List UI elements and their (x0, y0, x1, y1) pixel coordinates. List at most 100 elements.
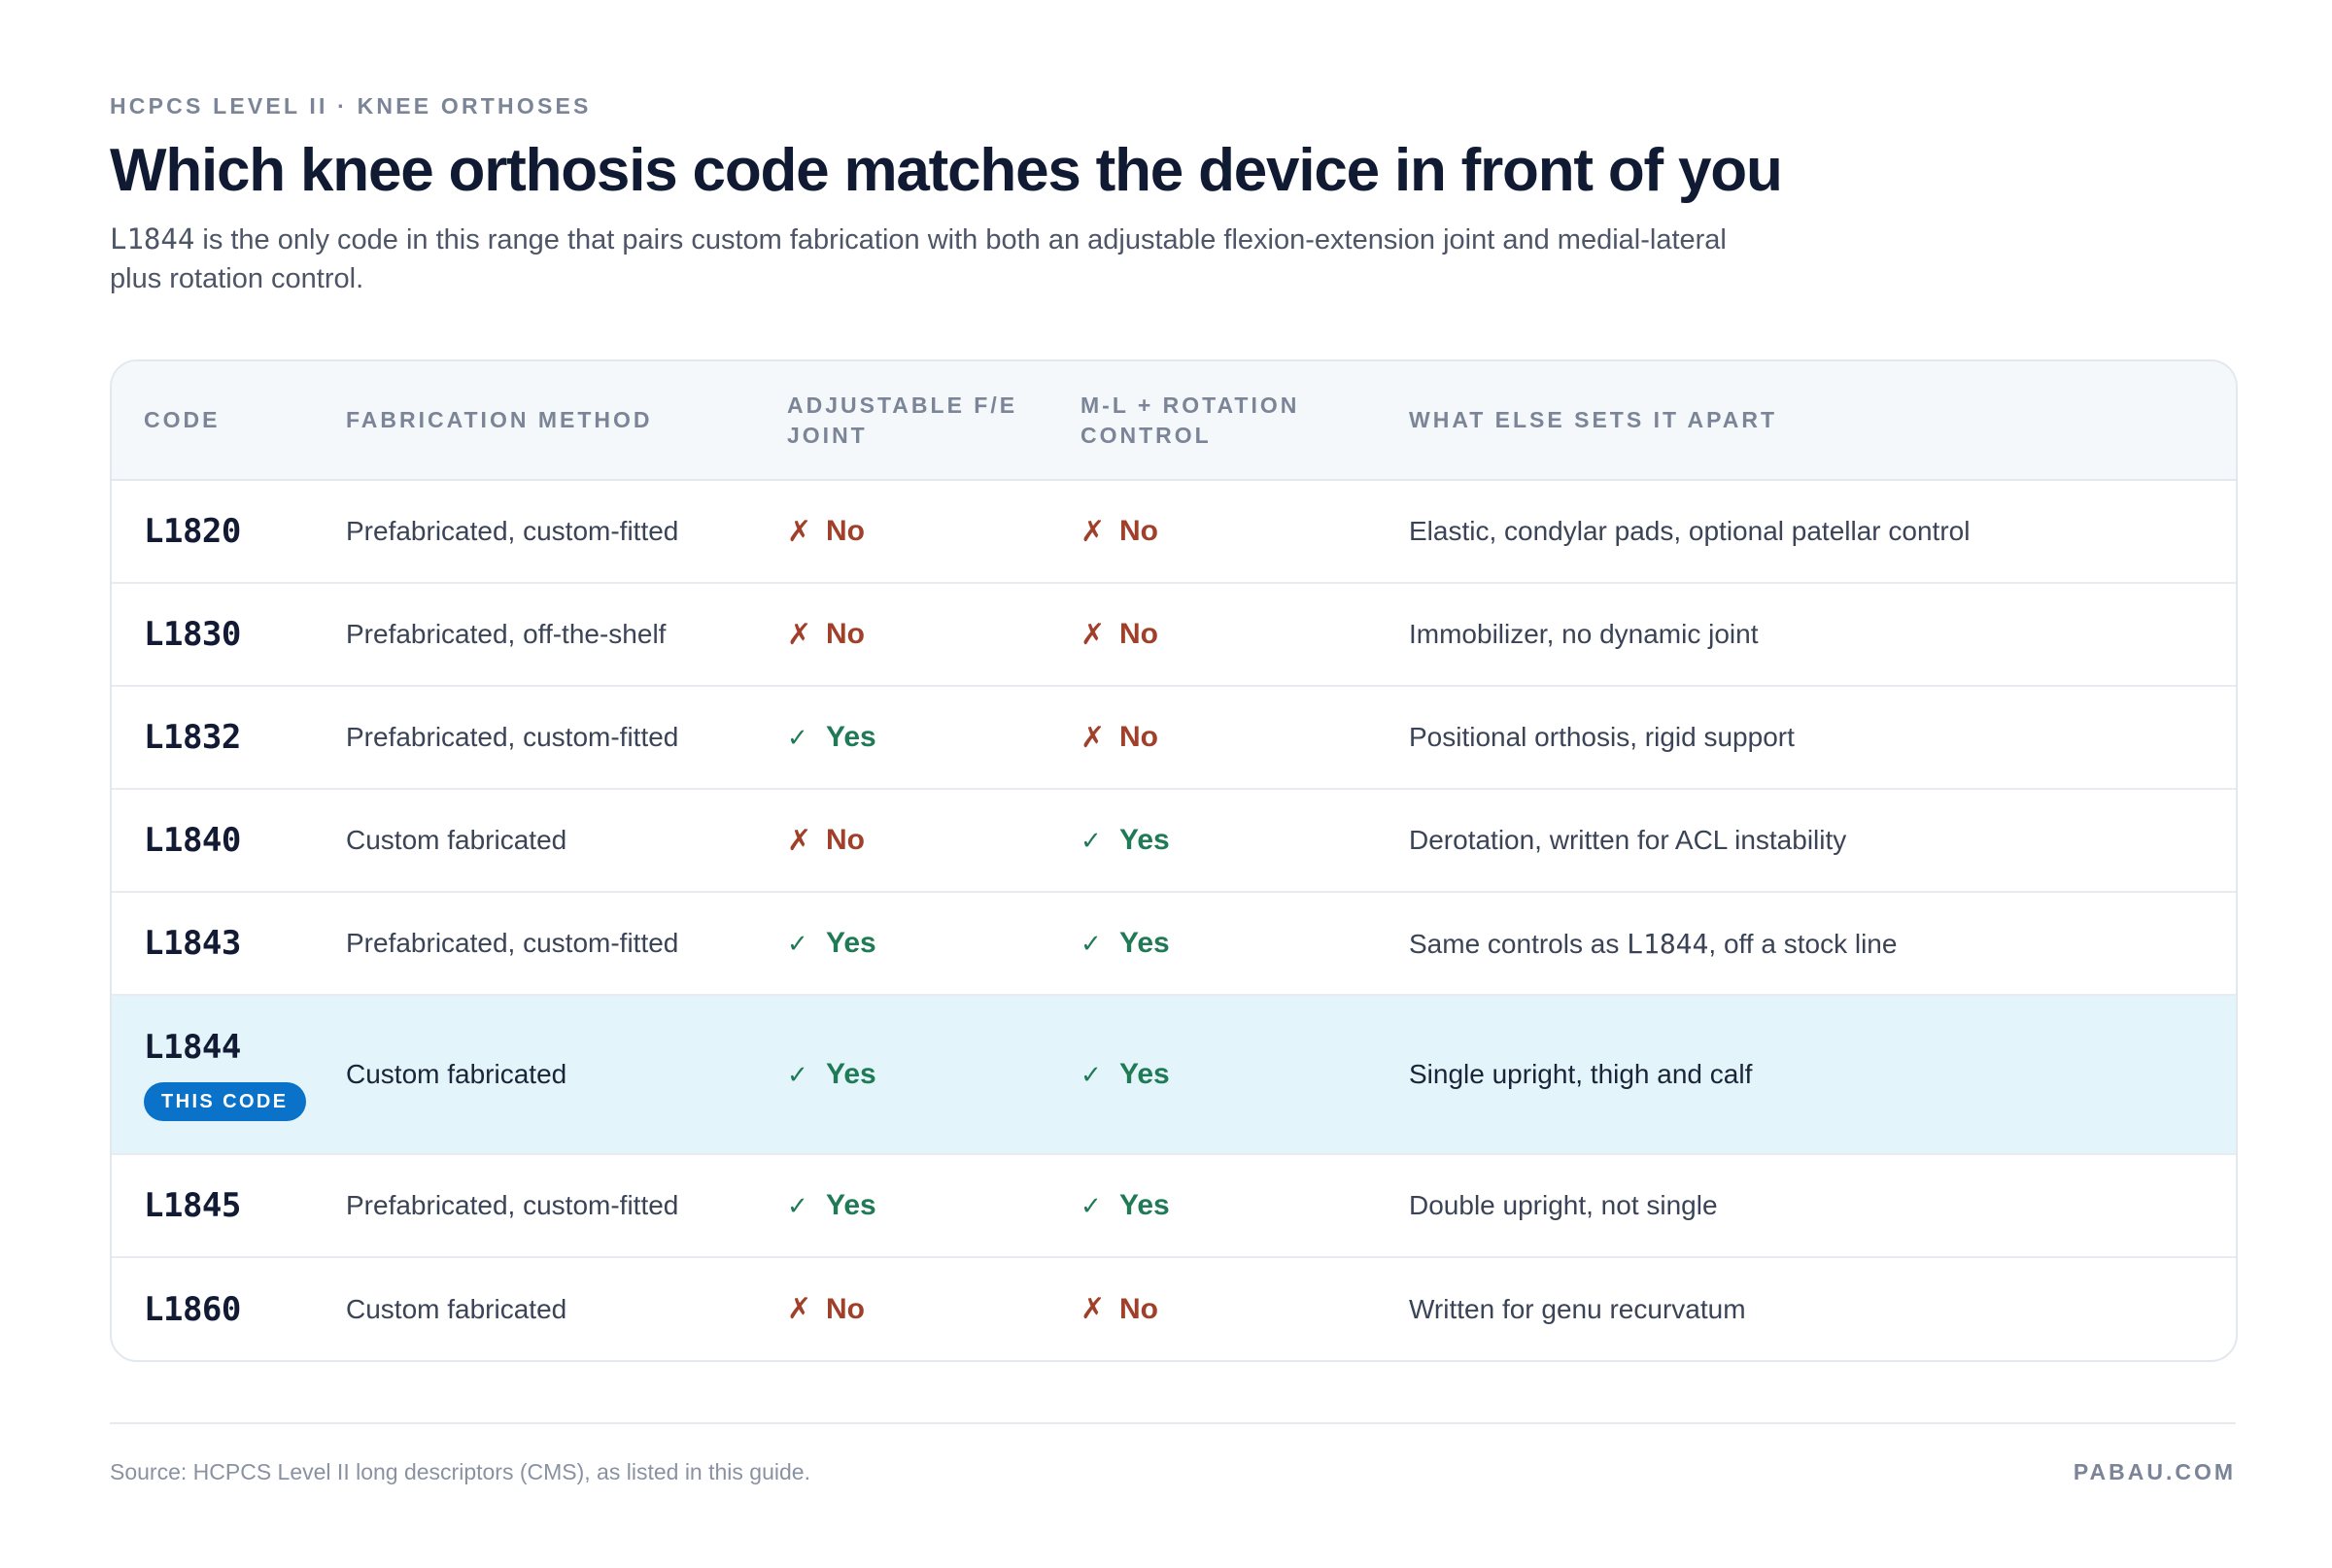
table-row: L1845 Prefabricated, custom-fitted ✓ Yes ✓ Ye… (112, 1154, 2236, 1258)
no-mark: ✗ No (1080, 618, 1158, 652)
no-label: No (1119, 618, 1158, 650)
yes-mark: ✓ Yes (1080, 927, 1170, 960)
yes-mark: ✓ Yes (787, 927, 876, 960)
no-mark: ✗ No (1080, 721, 1158, 755)
no-mark: ✗ No (787, 824, 865, 858)
no-label: No (826, 1292, 865, 1325)
page-subtitle: L1844 is the only code in this range tha… (110, 220, 1762, 298)
yes-label: Yes (826, 1058, 876, 1090)
check-icon: ✓ (1080, 928, 1102, 958)
yes-label: Yes (826, 1189, 876, 1221)
cell-notes: Elastic, condylar pads, optional patella… (1409, 480, 2236, 584)
cell-fabrication: Custom fabricated (346, 995, 787, 1155)
code-label: L1832 (144, 718, 241, 757)
yes-mark: ✓ Yes (787, 721, 876, 754)
cell-notes: Derotation, written for ACL instability (1409, 789, 2236, 893)
notes-text: , off a stock line (1708, 928, 1898, 959)
this-code-badge: THIS CODE (144, 1082, 306, 1121)
yes-mark: ✓ Yes (1080, 824, 1170, 857)
no-mark: ✗ No (1080, 515, 1158, 549)
cell-ml-rotation: ✗ No (1080, 686, 1409, 790)
no-label: No (1119, 721, 1158, 753)
code-label: L1860 (144, 1289, 241, 1329)
cell-code: L1844 THIS CODE (112, 995, 346, 1155)
cross-icon: ✗ (787, 515, 812, 548)
comparison-table-card: CODE FABRICATION METHOD ADJUSTABLE F/E J… (110, 359, 2238, 1362)
no-label: No (826, 515, 865, 547)
cell-ml-rotation: ✗ No (1080, 480, 1409, 584)
cell-ml-rotation: ✗ No (1080, 583, 1409, 687)
notes-text: Same controls as (1409, 928, 1628, 959)
cell-fe-joint: ✗ No (787, 480, 1080, 584)
check-icon: ✓ (787, 1059, 808, 1089)
cell-notes: Single upright, thigh and calf (1409, 995, 2236, 1155)
brand-label: PABAU.COM (2073, 1459, 2236, 1484)
column-header-notes: WHAT ELSE SETS IT APART (1409, 361, 2236, 481)
cell-notes: Positional orthosis, rigid support (1409, 686, 2236, 790)
cell-fabrication: Prefabricated, off-the-shelf (346, 583, 787, 687)
cell-fe-joint: ✓ Yes (787, 892, 1080, 996)
no-mark: ✗ No (787, 515, 865, 549)
column-header-code: CODE (112, 361, 346, 481)
cell-fe-joint: ✓ Yes (787, 1154, 1080, 1258)
table-row: L1843 Prefabricated, custom-fitted ✓ Yes ✓ Ye… (112, 892, 2236, 996)
source-note: Source: HCPCS Level II long descriptors … (110, 1459, 810, 1484)
column-header-ml-rotation-label: M-L + ROTATION CONTROL (1080, 392, 1300, 448)
notes-code: L1844 (1627, 927, 1709, 960)
cell-code: L1845 (112, 1154, 346, 1258)
cell-fabrication: Custom fabricated (346, 789, 787, 893)
cell-notes: Same controls as L1844, off a stock line (1409, 892, 2236, 996)
column-header-ml-rotation: M-L + ROTATION CONTROL (1080, 361, 1409, 481)
subtitle-code: L1844 (110, 222, 195, 256)
cell-fabrication: Prefabricated, custom-fitted (346, 1154, 787, 1258)
cell-fe-joint: ✓ Yes (787, 995, 1080, 1155)
cell-ml-rotation: ✓ Yes (1080, 1154, 1409, 1258)
table-row: L1830 Prefabricated, off-the-shelf ✗ No ✗ No I… (112, 583, 2236, 687)
yes-label: Yes (1119, 824, 1170, 856)
column-header-fe-joint: ADJUSTABLE F/E JOINT (787, 361, 1080, 481)
cell-code: L1830 (112, 583, 346, 687)
cell-code: L1840 (112, 789, 346, 893)
yes-label: Yes (1119, 1189, 1170, 1221)
yes-mark: ✓ Yes (787, 1058, 876, 1091)
cell-fabrication: Prefabricated, custom-fitted (346, 480, 787, 584)
no-label: No (826, 618, 865, 650)
cell-fe-joint: ✓ Yes (787, 686, 1080, 790)
column-header-fabrication: FABRICATION METHOD (346, 361, 787, 481)
column-header-fe-joint-label: ADJUSTABLE F/E JOINT (787, 392, 1018, 448)
cell-code: L1860 (112, 1257, 346, 1360)
code-label: L1830 (144, 615, 241, 654)
table-row: L1860 Custom fabricated ✗ No ✗ No Written for … (112, 1257, 2236, 1360)
yes-label: Yes (1119, 927, 1170, 959)
yes-mark: ✓ Yes (1080, 1189, 1170, 1222)
cross-icon: ✗ (787, 824, 812, 857)
code-label: L1845 (144, 1186, 241, 1225)
page-title: Which knee orthosis code matches the dev… (110, 137, 1783, 204)
cross-icon: ✗ (1080, 618, 1106, 651)
cell-fe-joint: ✗ No (787, 583, 1080, 687)
table-row: L1840 Custom fabricated ✗ No ✓ Yes Derotation,… (112, 789, 2236, 893)
no-label: No (1119, 515, 1158, 547)
cell-ml-rotation: ✓ Yes (1080, 995, 1409, 1155)
yes-mark: ✓ Yes (787, 1189, 876, 1222)
cross-icon: ✗ (1080, 721, 1106, 754)
cell-fabrication: Custom fabricated (346, 1293, 567, 1324)
code-label: L1820 (144, 512, 241, 551)
check-icon: ✓ (1080, 1059, 1102, 1089)
table-row: L1820 Prefabricated, custom-fitted ✗ No ✗ No E… (112, 480, 2236, 584)
cross-icon: ✗ (787, 1293, 812, 1325)
yes-label: Yes (826, 927, 876, 959)
code-label: L1844 (144, 1028, 241, 1067)
code-label: L1840 (144, 821, 241, 860)
cell-notes: Written for genu recurvatum (1409, 1293, 1746, 1324)
cell-ml-rotation: ✓ Yes (1080, 892, 1409, 996)
cell-code: L1820 (112, 480, 346, 584)
cross-icon: ✗ (1080, 1293, 1106, 1325)
check-icon: ✓ (787, 722, 808, 752)
cell-fabrication: Prefabricated, custom-fitted (346, 686, 787, 790)
yes-label: Yes (826, 721, 876, 753)
no-mark: ✗ No (787, 1292, 865, 1326)
eyebrow: HCPCS LEVEL II · KNEE ORTHOSES (110, 93, 592, 119)
yes-label: Yes (1119, 1058, 1170, 1090)
cell-notes: Immobilizer, no dynamic joint (1409, 583, 2236, 687)
